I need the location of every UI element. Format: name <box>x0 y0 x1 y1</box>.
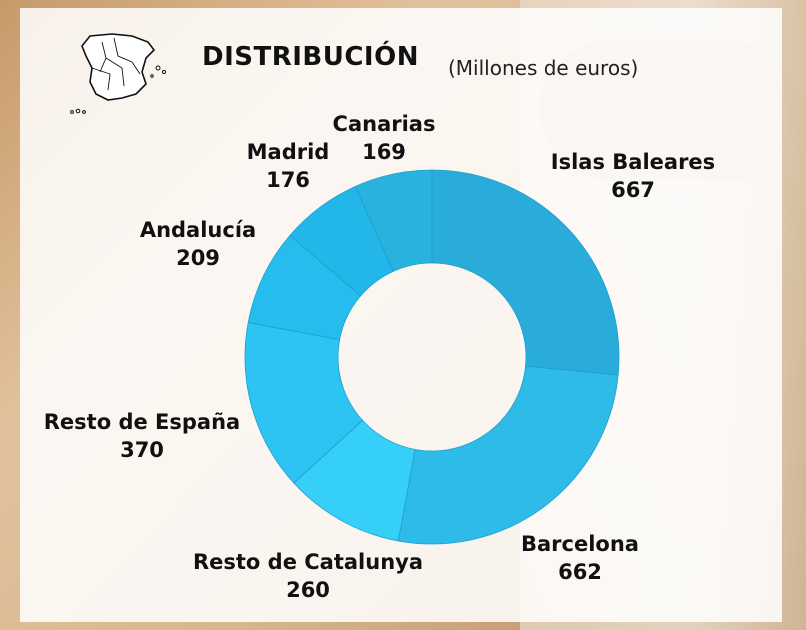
label-islas-baleares-name: Islas Baleares <box>550 150 716 174</box>
label-barcelona: Barcelona 662 <box>500 530 660 586</box>
label-barcelona-name: Barcelona <box>521 532 639 556</box>
chart-subtitle: (Millones de euros) <box>448 56 639 80</box>
label-madrid-name: Madrid <box>246 140 330 164</box>
slice-islas-baleares <box>431 169 620 376</box>
label-andalucia: Andalucía 209 <box>118 216 278 272</box>
label-resto-catalunya-name: Resto de Catalunya <box>192 550 424 574</box>
label-resto-catalunya: Resto de Catalunya 260 <box>178 548 438 604</box>
chart-title: DISTRIBUCIÓN <box>202 42 419 72</box>
label-resto-espana: Resto de España 370 <box>30 408 254 464</box>
slice-barcelona <box>397 365 619 545</box>
label-islas-baleares: Islas Baleares 667 <box>538 148 728 204</box>
slice-canarias <box>354 169 433 272</box>
slice-resto-de-espana <box>244 322 364 484</box>
label-canarias-value: 169 <box>362 140 406 164</box>
label-barcelona-value: 662 <box>558 560 602 584</box>
spain-map-icon <box>70 33 167 114</box>
label-resto-catalunya-value: 260 <box>286 578 330 602</box>
label-andalucia-name: Andalucía <box>139 218 257 242</box>
label-islas-baleares-value: 667 <box>611 178 655 202</box>
label-madrid-value: 176 <box>266 168 310 192</box>
label-canarias-name: Canarias <box>332 112 436 136</box>
label-canarias: Canarias 169 <box>318 110 450 166</box>
label-madrid: Madrid 176 <box>232 138 344 194</box>
label-resto-espana-name: Resto de España <box>43 410 241 434</box>
label-resto-espana-value: 370 <box>120 438 164 462</box>
label-andalucia-value: 209 <box>176 246 220 270</box>
